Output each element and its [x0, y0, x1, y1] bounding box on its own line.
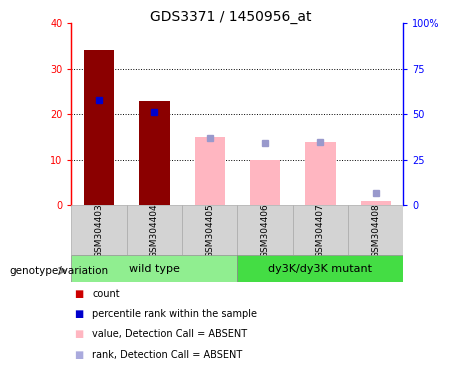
- Text: GSM304408: GSM304408: [371, 203, 380, 258]
- Bar: [84, 50, 114, 205]
- Text: GSM304406: GSM304406: [260, 203, 270, 258]
- Bar: [71, 205, 127, 255]
- Text: GDS3371 / 1450956_at: GDS3371 / 1450956_at: [150, 10, 311, 23]
- Text: genotype/variation: genotype/variation: [9, 266, 108, 276]
- Bar: [305, 142, 336, 205]
- Bar: [182, 205, 237, 255]
- Bar: [250, 160, 280, 205]
- Text: ■: ■: [74, 350, 83, 360]
- Bar: [195, 137, 225, 205]
- Text: wild type: wild type: [129, 264, 180, 274]
- Text: rank, Detection Call = ABSENT: rank, Detection Call = ABSENT: [92, 350, 242, 360]
- Text: GSM304404: GSM304404: [150, 203, 159, 258]
- Text: ■: ■: [74, 329, 83, 339]
- Text: percentile rank within the sample: percentile rank within the sample: [92, 309, 257, 319]
- Bar: [293, 205, 348, 255]
- Text: GSM304403: GSM304403: [95, 203, 104, 258]
- Bar: [71, 255, 237, 282]
- Text: ■: ■: [74, 309, 83, 319]
- Bar: [348, 205, 403, 255]
- Text: dy3K/dy3K mutant: dy3K/dy3K mutant: [268, 264, 372, 274]
- Text: value, Detection Call = ABSENT: value, Detection Call = ABSENT: [92, 329, 247, 339]
- Bar: [127, 205, 182, 255]
- Text: GSM304405: GSM304405: [205, 203, 214, 258]
- Text: ■: ■: [74, 289, 83, 299]
- Bar: [139, 101, 170, 205]
- Bar: [237, 255, 403, 282]
- Text: count: count: [92, 289, 120, 299]
- Bar: [237, 205, 293, 255]
- Bar: [361, 201, 391, 205]
- Text: GSM304407: GSM304407: [316, 203, 325, 258]
